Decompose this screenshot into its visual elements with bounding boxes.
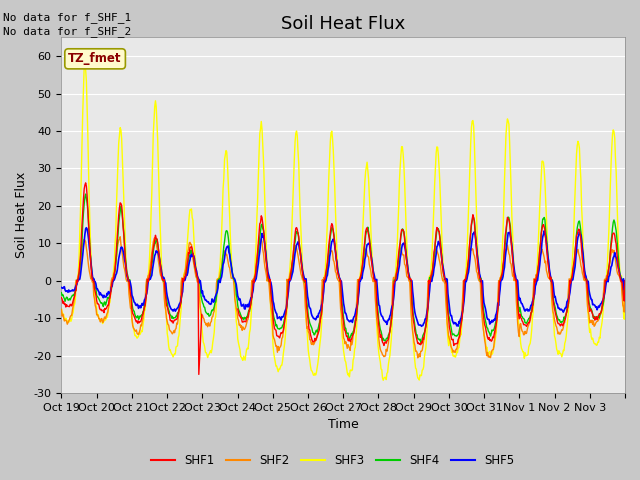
SHF4 [82, 191, 90, 197]
SHF5 [83, 225, 90, 230]
SHF3 [277, 362, 285, 368]
SHF5 [402, 251, 410, 257]
SHF2 [414, 355, 422, 361]
SHF2 [58, 307, 65, 312]
SHF3 [81, 61, 89, 67]
SHF4 [435, 226, 442, 232]
Line: SHF3: SHF3 [61, 64, 625, 380]
SHF2 [256, 240, 264, 245]
SHF4 [256, 234, 264, 240]
X-axis label: Time: Time [328, 419, 358, 432]
SHF4 [58, 290, 65, 296]
Text: No data for f_SHF_1: No data for f_SHF_1 [3, 12, 131, 23]
SHF5 [435, 239, 442, 244]
SHF4 [277, 325, 285, 331]
Text: TZ_fmet: TZ_fmet [68, 52, 122, 65]
SHF5 [58, 285, 65, 290]
SHF4 [621, 278, 629, 284]
Title: Soil Heat Flux: Soil Heat Flux [281, 15, 405, 33]
SHF1 [402, 253, 410, 259]
SHF2 [228, 276, 236, 281]
SHF3 [256, 131, 264, 136]
SHF3 [403, 239, 411, 245]
SHF5 [418, 324, 426, 329]
SHF1 [434, 226, 442, 231]
SHF1 [621, 278, 629, 284]
Legend: SHF1, SHF2, SHF3, SHF4, SHF5: SHF1, SHF2, SHF3, SHF4, SHF5 [147, 449, 519, 472]
SHF2 [402, 266, 410, 272]
SHF3 [58, 306, 65, 312]
Text: No data for f_SHF_2: No data for f_SHF_2 [3, 26, 131, 37]
SHF3 [435, 153, 442, 158]
SHF2 [435, 252, 442, 258]
SHF2 [621, 278, 629, 284]
SHF2 [124, 279, 132, 285]
Line: SHF4: SHF4 [61, 194, 625, 344]
Line: SHF2: SHF2 [61, 237, 625, 358]
Y-axis label: Soil Heat Flux: Soil Heat Flux [15, 172, 28, 258]
SHF2 [116, 234, 124, 240]
SHF2 [277, 342, 285, 348]
SHF3 [228, 263, 236, 269]
SHF5 [621, 278, 629, 284]
SHF3 [380, 377, 387, 383]
SHF1 [58, 295, 65, 300]
SHF4 [402, 248, 410, 254]
SHF1 [124, 274, 131, 279]
SHF1 [256, 221, 264, 227]
SHF5 [124, 278, 132, 284]
SHF4 [418, 341, 426, 347]
SHF5 [256, 249, 264, 254]
SHF3 [124, 276, 132, 281]
SHF4 [228, 265, 236, 271]
Line: SHF1: SHF1 [61, 183, 625, 374]
SHF5 [277, 317, 285, 323]
SHF1 [277, 330, 285, 336]
SHF3 [621, 278, 629, 284]
Line: SHF5: SHF5 [61, 228, 625, 326]
SHF5 [228, 268, 236, 274]
SHF4 [124, 276, 132, 281]
